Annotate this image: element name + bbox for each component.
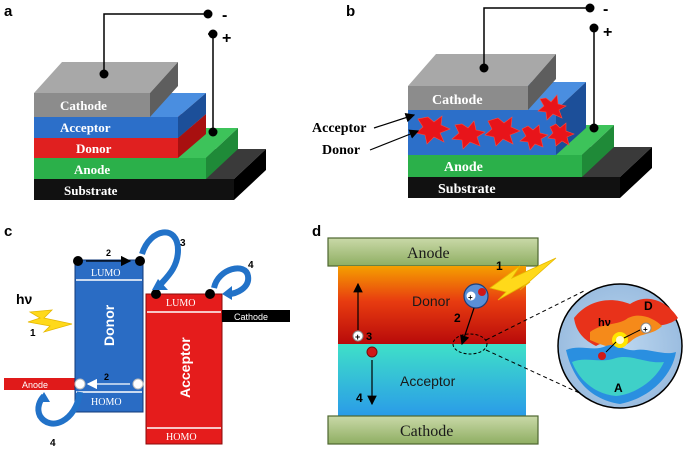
anode-label-c: Anode <box>22 380 48 390</box>
donor-domains <box>415 94 575 151</box>
electron-dot <box>205 289 215 299</box>
step-4-label-left: 4 <box>50 438 56 449</box>
anode-contact-dot <box>208 127 218 137</box>
panel-d-label: d <box>312 223 321 240</box>
inset-donor-label: D <box>644 299 653 313</box>
terminal-plus-dot-a <box>208 29 218 39</box>
donor-box-label: Donor <box>101 304 117 346</box>
step-1-label-d: 1 <box>496 259 503 273</box>
hole-dot <box>74 378 86 390</box>
anode-bar-c <box>4 378 78 390</box>
lightning-bolt-icon <box>27 309 73 333</box>
terminal-plus-b: + <box>603 24 612 41</box>
anode-label-d: Anode <box>407 245 450 262</box>
electron-charge <box>366 346 378 358</box>
donor-label-d: Donor <box>412 293 450 309</box>
panel-b-label: b <box>346 3 355 20</box>
cathode-electrode-d <box>327 415 539 445</box>
panel-c: c Anode LUMO HOMO Donor LUMO HOMO Accept… <box>4 223 290 449</box>
acceptor-label-d: Acceptor <box>400 373 456 389</box>
hole-charge <box>352 330 364 342</box>
terminal-minus-dot-b <box>585 3 595 13</box>
inset-acceptor-label: A <box>614 381 623 395</box>
step-3-label-d: 3 <box>366 331 372 343</box>
terminal-minus-dot-a <box>203 9 213 19</box>
acceptor-annotation-b: Acceptor <box>312 121 366 136</box>
step-2-label-bottom: 2 <box>104 372 109 382</box>
terminal-minus-b: - <box>603 1 608 18</box>
donor-domain <box>519 124 549 151</box>
electron-dot <box>151 289 161 299</box>
terminal-plus-a: + <box>222 30 231 47</box>
panel-a: a Cathode <box>4 3 266 200</box>
inset-photon-label: hν <box>598 317 611 329</box>
panel-a-label: a <box>4 3 13 20</box>
anode-label-b: Anode <box>444 160 483 175</box>
donor-domain <box>451 120 486 150</box>
acceptor-pointer-arrow <box>373 113 416 129</box>
donor-domain <box>415 115 451 145</box>
donor-domain <box>547 122 575 147</box>
step-2-label-top: 2 <box>106 248 111 258</box>
cathode-label-b: Cathode <box>432 93 483 108</box>
terminal-plus-dot-b <box>589 23 599 33</box>
donor-label-a: Donor <box>76 141 112 156</box>
svg-text:+: + <box>355 332 360 342</box>
step-3-label: 3 <box>180 238 186 249</box>
cathode-contact-dot-b <box>479 63 489 73</box>
svg-text:+: + <box>468 293 473 302</box>
panel-d: d Anode Donor Acceptor Cathode + 3 4 + 2 <box>312 223 683 445</box>
svg-text:+: + <box>643 325 648 334</box>
electron-collection-arrow <box>211 265 252 297</box>
interface-highlight <box>452 333 488 355</box>
electron-dot <box>73 256 83 266</box>
lightning-bolt-icon <box>489 257 557 301</box>
interface-inset: + <box>557 283 683 409</box>
step-4-label-right: 4 <box>248 260 254 271</box>
terminal-minus-a: - <box>222 7 227 24</box>
substrate-label-b: Substrate <box>438 182 496 197</box>
panel-b: b <box>312 1 652 198</box>
anode-contact-dot-b <box>589 123 599 133</box>
cathode-label-d: Cathode <box>400 423 453 440</box>
donor-annotation-b: Donor <box>322 143 360 158</box>
donor-lumo-label: LUMO <box>91 268 120 279</box>
anode-electrode-d <box>327 237 539 267</box>
panel-c-label: c <box>4 223 12 240</box>
cathode-contact-dot <box>99 69 109 79</box>
donor-homo-label: HOMO <box>91 397 122 408</box>
substrate-label-a: Substrate <box>64 183 118 198</box>
donor-domain <box>484 116 521 147</box>
photon-label-c: hν <box>16 291 33 307</box>
charge-transfer-arrow <box>139 229 182 287</box>
anode-label-a: Anode <box>74 162 110 177</box>
donor-domain <box>537 94 567 121</box>
cathode-label-a: Cathode <box>60 98 107 113</box>
cathode-label-c: Cathode <box>234 312 268 322</box>
step-4-label-d: 4 <box>356 391 363 405</box>
acceptor-label-a: Acceptor <box>60 120 111 135</box>
step-1-label-c: 1 <box>30 328 36 339</box>
exciton-diffusion-arrow <box>460 307 475 346</box>
acceptor-homo-label: HOMO <box>166 432 197 443</box>
cathode-bar-c <box>222 310 290 322</box>
acceptor-box-label: Acceptor <box>177 337 193 398</box>
donor-box <box>74 259 144 413</box>
hole-dot <box>132 378 144 390</box>
electron-dot <box>135 256 145 266</box>
donor-region <box>338 266 526 344</box>
acceptor-box <box>145 293 223 445</box>
step-2-label-d: 2 <box>454 311 461 325</box>
donor-pointer-arrow <box>369 129 420 151</box>
acceptor-lumo-label: LUMO <box>166 298 195 309</box>
